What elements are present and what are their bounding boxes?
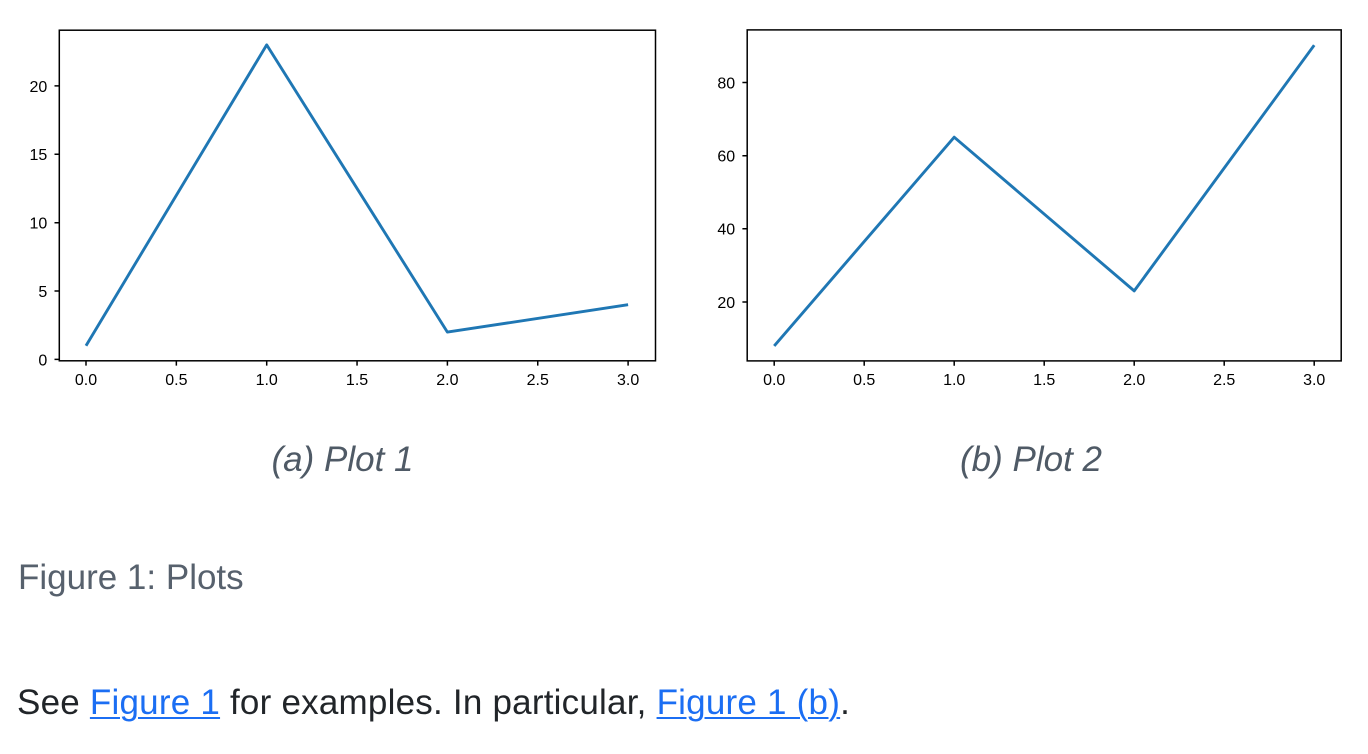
svg-text:10: 10	[30, 216, 48, 233]
svg-text:1.0: 1.0	[943, 372, 965, 389]
svg-text:1.5: 1.5	[1033, 372, 1055, 389]
svg-text:2.0: 2.0	[1123, 372, 1145, 389]
svg-text:2.0: 2.0	[436, 372, 458, 389]
svg-text:60: 60	[717, 149, 735, 166]
svg-text:80: 80	[717, 75, 735, 92]
svg-text:0.0: 0.0	[763, 372, 785, 389]
svg-text:20: 20	[717, 295, 735, 312]
svg-text:0: 0	[38, 352, 47, 369]
svg-text:15: 15	[30, 147, 48, 164]
svg-text:1.5: 1.5	[346, 372, 368, 389]
svg-text:2.5: 2.5	[1213, 372, 1235, 389]
svg-text:0.5: 0.5	[165, 372, 187, 389]
svg-text:0.0: 0.0	[75, 372, 97, 389]
svg-text:2.5: 2.5	[527, 372, 549, 389]
svg-text:3.0: 3.0	[1303, 372, 1325, 389]
svg-text:40: 40	[717, 222, 735, 239]
svg-text:0.5: 0.5	[853, 372, 875, 389]
svg-text:20: 20	[30, 79, 48, 96]
svg-text:5: 5	[38, 284, 47, 301]
svg-text:3.0: 3.0	[617, 372, 639, 389]
svg-text:1.0: 1.0	[256, 372, 278, 389]
